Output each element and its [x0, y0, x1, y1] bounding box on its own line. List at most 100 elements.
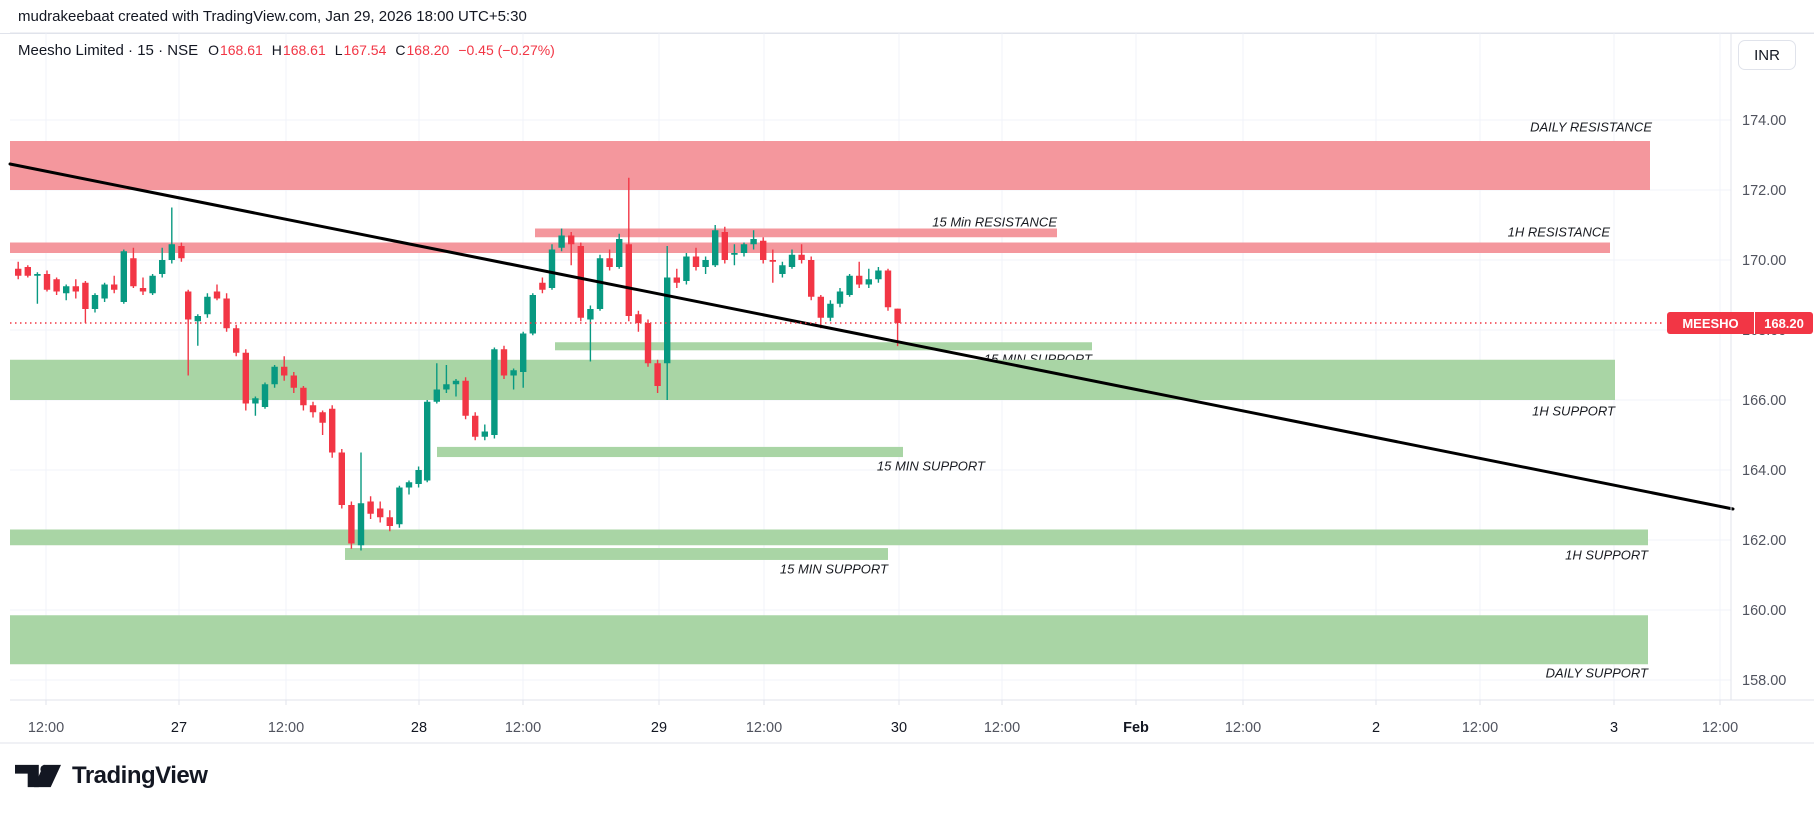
tradingview-logo-mark-icon — [15, 764, 61, 788]
candle-body — [644, 323, 652, 364]
time-axis-label[interactable]: 12:00 — [1462, 720, 1498, 736]
candle-body — [204, 296, 211, 315]
candle-body — [367, 501, 374, 514]
15min-resistance-label: 15 Min RESISTANCE — [932, 214, 1057, 229]
daily-support-label: DAILY SUPPORT — [1546, 665, 1649, 680]
candle-body — [491, 349, 498, 435]
candle-body — [568, 235, 575, 245]
low-value: 167.54 — [343, 42, 387, 58]
candle-body — [149, 275, 156, 294]
1h-support-2-zone[interactable] — [10, 529, 1648, 546]
candle-body — [300, 387, 307, 406]
daily-resistance-zone[interactable] — [10, 141, 1650, 190]
time-axis-label[interactable]: 12:00 — [984, 720, 1020, 736]
candle-body — [309, 405, 317, 413]
descending-trendline[interactable] — [8, 162, 1735, 511]
candle-body — [884, 270, 892, 308]
time-axis-label[interactable]: Feb — [1123, 720, 1149, 736]
candle-body — [178, 246, 185, 259]
candle-body — [223, 298, 230, 329]
candle-body — [865, 279, 872, 285]
price-axis-label[interactable]: 162.00 — [1742, 533, 1786, 549]
time-axis-label[interactable]: 29 — [651, 720, 667, 736]
price-axis-label[interactable]: 172.00 — [1742, 183, 1786, 199]
candle-body — [539, 282, 546, 290]
candle-body — [875, 270, 882, 280]
1h-resistance-zone[interactable] — [10, 242, 1610, 254]
15min-support-1-zone[interactable] — [555, 342, 1092, 351]
candle-body — [159, 260, 166, 274]
candle-body — [63, 286, 70, 294]
high-label: H — [271, 42, 282, 58]
candle-body — [500, 349, 508, 376]
time-axis-label[interactable]: 12:00 — [268, 720, 304, 736]
candle-body — [329, 408, 336, 453]
price-axis-label[interactable]: 158.00 — [1742, 673, 1786, 689]
candle-body — [281, 366, 288, 376]
15min-support-3-zone[interactable] — [345, 548, 888, 560]
candle-body — [82, 282, 89, 309]
candle-body — [120, 251, 127, 302]
candle-body — [683, 256, 690, 281]
candle-body — [168, 244, 175, 260]
candle-body — [846, 275, 853, 295]
symbol-bar: Meesho Limited · 15 · NSE O 168.61 H 168.6… — [18, 39, 555, 61]
time-axis-label[interactable]: 28 — [411, 720, 427, 736]
time-axis-label[interactable]: 2 — [1372, 720, 1380, 736]
candle-body — [43, 274, 51, 290]
candle-body — [185, 291, 192, 320]
time-axis-label[interactable]: 12:00 — [746, 720, 782, 736]
candle-body — [338, 452, 345, 505]
price-axis-label[interactable]: 174.00 — [1742, 113, 1786, 129]
time-axis-label[interactable]: 27 — [171, 720, 187, 736]
time-axis-label[interactable]: 12:00 — [1225, 720, 1261, 736]
candle-body — [424, 401, 431, 481]
candle-body — [702, 260, 709, 267]
credit-line: mudrakeebaat created with TradingView.co… — [18, 8, 527, 25]
symbol-title[interactable]: Meesho Limited · 15 · NSE — [18, 41, 199, 59]
15min-resistance-zone[interactable] — [535, 228, 1057, 238]
close-value: 168.20 — [406, 42, 450, 58]
price-tag-value: 168.20 — [1764, 315, 1804, 331]
candle-body — [616, 239, 623, 267]
candle-body — [635, 314, 642, 323]
change-value: −0.45 (−0.27%) — [458, 42, 555, 58]
candle-body — [654, 363, 661, 386]
price-axis-label[interactable]: 160.00 — [1742, 603, 1786, 619]
currency-button[interactable]: INR — [1738, 40, 1796, 70]
time-axis-label[interactable]: 3 — [1610, 720, 1618, 736]
candle-body — [242, 352, 249, 404]
tradingview-logo[interactable]: TradingView — [15, 762, 208, 790]
time-axis-label[interactable]: 30 — [891, 720, 907, 736]
candle-body — [386, 517, 393, 526]
candle-body — [91, 295, 99, 309]
candle-body — [462, 380, 469, 416]
price-axis-label[interactable]: 170.00 — [1742, 253, 1786, 269]
candle-body — [405, 482, 413, 488]
candle-body — [348, 505, 355, 544]
daily-support-zone[interactable] — [10, 615, 1648, 665]
price-axis-label[interactable]: 166.00 — [1742, 393, 1786, 409]
1h-support-1-zone[interactable] — [10, 359, 1615, 400]
candle-body — [808, 260, 815, 297]
candle-body — [798, 254, 805, 260]
candle-body — [625, 244, 632, 316]
candle-body — [673, 277, 680, 283]
candle-body — [130, 258, 137, 287]
time-axis-label[interactable]: 12:00 — [505, 720, 541, 736]
time-axis-label[interactable]: 12:00 — [1702, 720, 1738, 736]
candle-body — [558, 235, 565, 248]
candle-body — [779, 265, 786, 274]
candle-body — [319, 412, 326, 423]
candle-body — [664, 277, 671, 364]
candle-body — [731, 253, 738, 255]
candle-body — [213, 291, 221, 299]
15min-support-2-zone[interactable] — [437, 446, 903, 458]
ohlc-readout: O 168.61 H 168.61 L 167.54 C 168.20 −0.45 (−… — [208, 42, 555, 58]
candle-body — [712, 230, 719, 266]
low-label: L — [334, 42, 343, 58]
time-axis-label[interactable]: 12:00 — [28, 720, 64, 736]
open-label: O — [208, 42, 219, 58]
price-axis-label[interactable]: 164.00 — [1742, 463, 1786, 479]
